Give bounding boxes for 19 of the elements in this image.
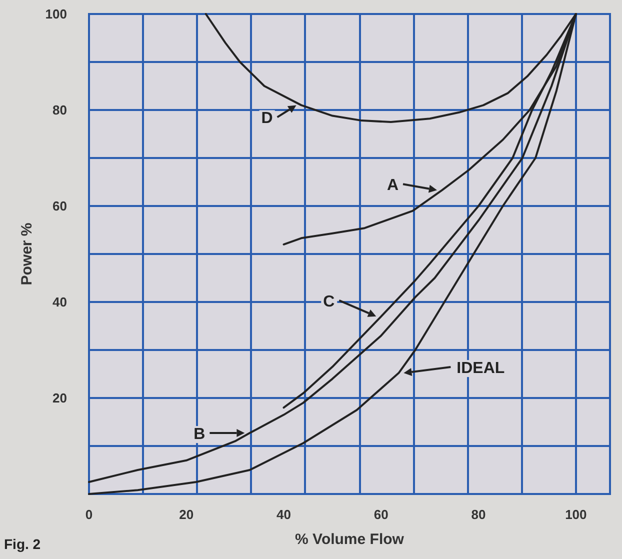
- x-tick-label: 20: [179, 507, 194, 522]
- y-tick-label: 80: [52, 102, 67, 118]
- x-tick-label: 80: [471, 507, 486, 522]
- y-tick-label: 100: [45, 6, 67, 22]
- text: IDEAL: [456, 360, 505, 378]
- x-tick-label: 60: [374, 507, 388, 522]
- x-tick-label: 40: [276, 507, 291, 522]
- x-tick-label: 0: [85, 507, 93, 522]
- x-axis-title: % Volume Flow: [295, 531, 404, 548]
- y-tick-label: 60: [52, 198, 67, 214]
- y-tick-label: 20: [52, 390, 67, 406]
- legend-label: B: [194, 426, 206, 444]
- y-tick-label: 40: [52, 294, 67, 310]
- legend-label: A: [387, 177, 400, 194]
- caption: Fig. 2: [4, 536, 41, 552]
- x-tick-label: 100: [565, 507, 587, 522]
- y-axis-title: Power %: [18, 222, 36, 286]
- legend-label: D: [261, 110, 273, 128]
- legend-label: C: [323, 293, 336, 310]
